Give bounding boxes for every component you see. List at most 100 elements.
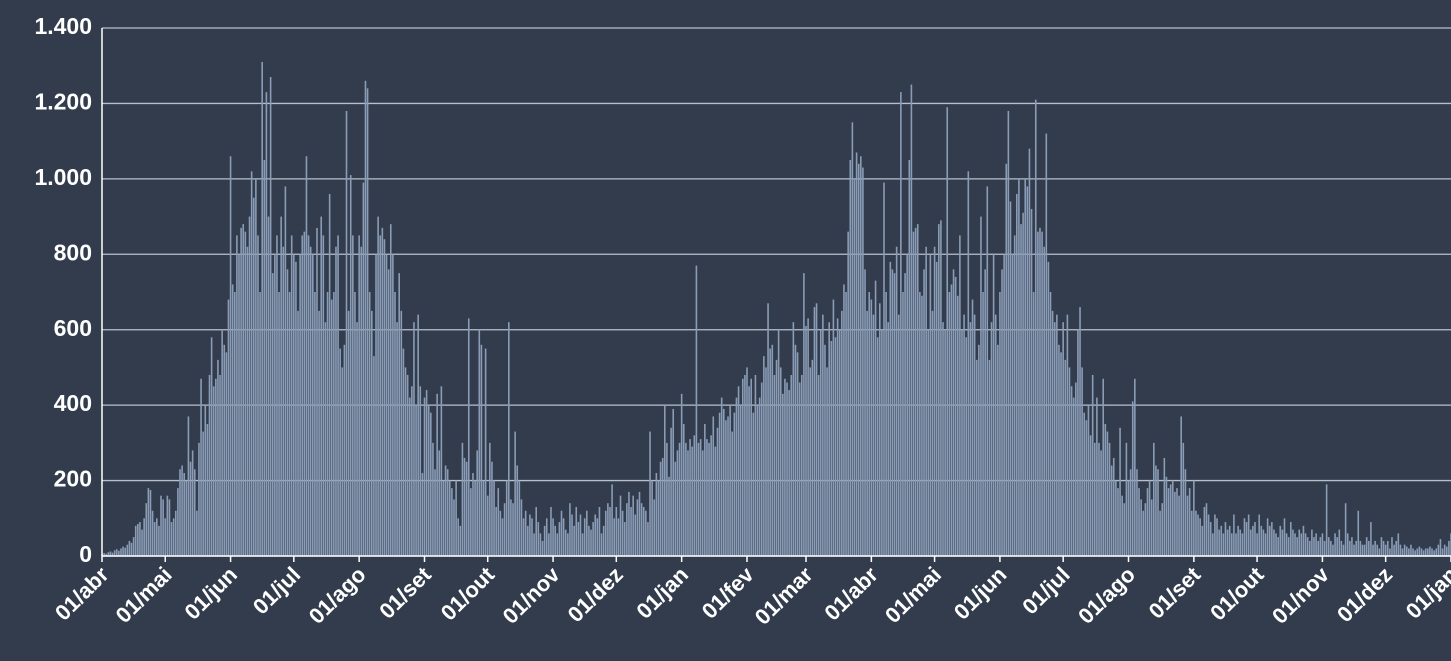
- bar: [647, 522, 649, 556]
- bar: [1165, 476, 1168, 556]
- bar: [265, 92, 268, 556]
- bar: [885, 292, 887, 556]
- bar: [151, 510, 154, 556]
- bar: [204, 405, 207, 556]
- bar: [748, 386, 750, 556]
- bar: [1102, 378, 1105, 556]
- bar: [322, 235, 325, 556]
- bar: [1068, 367, 1071, 556]
- bar: [174, 510, 177, 556]
- bar: [1237, 525, 1239, 556]
- bar: [196, 510, 198, 556]
- bar: [1357, 510, 1360, 556]
- bar: [881, 329, 883, 556]
- bar: [404, 367, 407, 556]
- bar: [693, 435, 696, 556]
- bar: [1222, 533, 1225, 556]
- bar: [796, 352, 799, 556]
- x-tick-label: 01/mai: [880, 562, 946, 628]
- bar: [345, 110, 348, 556]
- bar: [1281, 529, 1284, 556]
- bar: [474, 480, 476, 556]
- bar: [933, 246, 936, 556]
- bar: [596, 518, 599, 556]
- bar: [326, 292, 329, 556]
- bar: [153, 522, 156, 556]
- bar: [1125, 442, 1128, 556]
- bar: [847, 231, 849, 556]
- bar: [219, 374, 221, 556]
- bar: [704, 424, 706, 556]
- bar: [1218, 529, 1220, 556]
- x-tick-label: 01/set: [374, 561, 436, 623]
- bar: [1045, 133, 1048, 556]
- bar: [1138, 488, 1140, 556]
- bar: [1180, 416, 1182, 556]
- bar: [1037, 231, 1039, 556]
- bar: [459, 525, 462, 556]
- bar: [489, 442, 491, 556]
- bar: [866, 310, 868, 556]
- bar: [1155, 465, 1157, 556]
- bar: [183, 473, 186, 556]
- bar: [419, 386, 422, 556]
- bar: [788, 390, 790, 556]
- bar: [105, 553, 108, 556]
- bar: [967, 171, 970, 557]
- bar: [333, 292, 335, 556]
- bar: [581, 533, 584, 556]
- bar: [472, 473, 474, 556]
- x-tick-label: 01/fev: [697, 561, 759, 623]
- bar: [457, 518, 460, 556]
- bar: [1256, 533, 1258, 556]
- bar: [480, 344, 483, 556]
- bar: [807, 318, 809, 556]
- bar: [746, 367, 748, 556]
- bar: [1011, 254, 1014, 557]
- bar: [653, 499, 656, 556]
- bar: [965, 337, 968, 556]
- bar: [897, 314, 900, 556]
- bar: [368, 292, 371, 556]
- bar: [1325, 484, 1328, 556]
- bar: [636, 499, 639, 556]
- bar: [295, 261, 297, 556]
- bar: [1361, 544, 1364, 556]
- bar: [912, 231, 915, 556]
- bar: [668, 476, 670, 556]
- bar: [282, 246, 285, 556]
- bar: [301, 235, 304, 556]
- bar: [1026, 186, 1029, 556]
- bar: [1367, 540, 1370, 556]
- bar: [1072, 397, 1075, 556]
- bar: [118, 550, 120, 556]
- bar: [364, 80, 367, 557]
- bar: [1416, 548, 1419, 556]
- bar: [712, 416, 715, 556]
- bar: [1365, 537, 1368, 556]
- bar: [455, 480, 457, 556]
- bar: [1287, 537, 1290, 556]
- bar: [358, 235, 360, 556]
- x-tick-label: 01/jul: [1017, 562, 1074, 619]
- bar: [109, 551, 112, 556]
- bar: [366, 88, 369, 556]
- bar: [760, 382, 763, 556]
- bar: [181, 465, 183, 556]
- bar: [539, 533, 542, 556]
- bar: [486, 495, 489, 556]
- bar: [1058, 344, 1060, 556]
- bar: [1193, 480, 1195, 556]
- bar: [697, 442, 700, 556]
- bar: [343, 344, 346, 556]
- bar: [1028, 148, 1031, 556]
- y-tick-label: 1.400: [34, 13, 92, 39]
- bar: [1144, 503, 1147, 556]
- bar: [1157, 469, 1159, 556]
- bar: [573, 525, 575, 556]
- bar: [141, 529, 143, 556]
- bar: [634, 514, 637, 556]
- bar: [1424, 548, 1427, 556]
- bar: [252, 197, 255, 556]
- bar: [868, 292, 871, 556]
